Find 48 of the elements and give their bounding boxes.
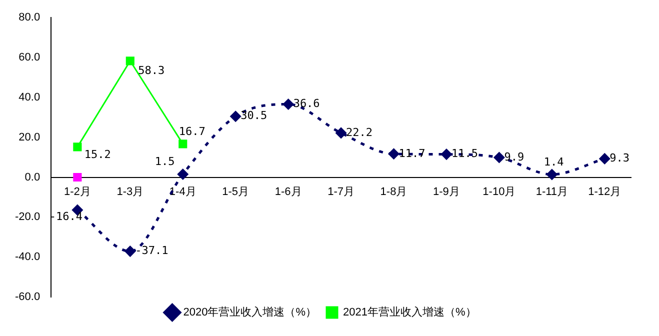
data-label: 36.6 (293, 97, 320, 110)
x-tick-label: 1-12月 (588, 186, 622, 198)
point (73, 172, 82, 182)
data-label: 9.3 (610, 152, 630, 165)
data-label: -37.1 (135, 244, 168, 258)
data-label: -16.4 (49, 210, 83, 223)
x-tick-label: 1-5月 (222, 186, 250, 198)
point (546, 169, 558, 180)
point (73, 142, 82, 152)
y-tick-label: -40.0 (14, 251, 40, 264)
x-tick-label: 1-10月 (482, 186, 516, 198)
y-tick-label: -20.0 (14, 211, 40, 224)
x-tick-label: 1-7月 (328, 186, 354, 198)
point (230, 111, 241, 122)
point (124, 246, 136, 257)
x-tick-label: 1-8月 (380, 186, 408, 198)
x-tick-label: 1-11月 (536, 186, 568, 198)
legend-label: 2020年营业收入增速（%） (183, 306, 317, 319)
x-tick-label: 1-2月 (64, 186, 91, 198)
point (388, 148, 400, 160)
x-tick-label: 1-6月 (274, 186, 302, 198)
y-tick-label: 20.0 (18, 131, 40, 144)
data-label: 1.5 (154, 155, 175, 168)
data-label: 58.3 (138, 64, 165, 77)
point (178, 169, 188, 180)
y-tick-label: 0.0 (24, 171, 40, 184)
y-tick-label: 80.0 (18, 12, 40, 24)
data-label: 15.2 (84, 148, 111, 161)
data-label: 22.2 (346, 126, 373, 139)
point (336, 128, 346, 138)
data-label: 30.5 (240, 109, 268, 122)
point (494, 152, 504, 163)
data-label: 11.5 (451, 147, 478, 160)
x-tick-label: 1-9月 (433, 186, 460, 198)
data-label: 1.4 (544, 155, 564, 168)
y-tick-label: 60.0 (18, 52, 40, 64)
x-tick-label: 1-3月 (116, 186, 144, 198)
point (441, 149, 452, 160)
data-label: 11.7 (398, 146, 426, 160)
point (126, 56, 134, 66)
point (283, 98, 294, 110)
legend-label: 2021年营业收入增速（%） (343, 306, 476, 319)
data-label: 16.7 (178, 124, 206, 138)
data-label: 9.9 (504, 150, 524, 164)
y-tick-label: 40.0 (18, 91, 40, 104)
point (178, 140, 188, 148)
point (599, 153, 610, 164)
y-tick-label: -60.0 (14, 291, 40, 304)
